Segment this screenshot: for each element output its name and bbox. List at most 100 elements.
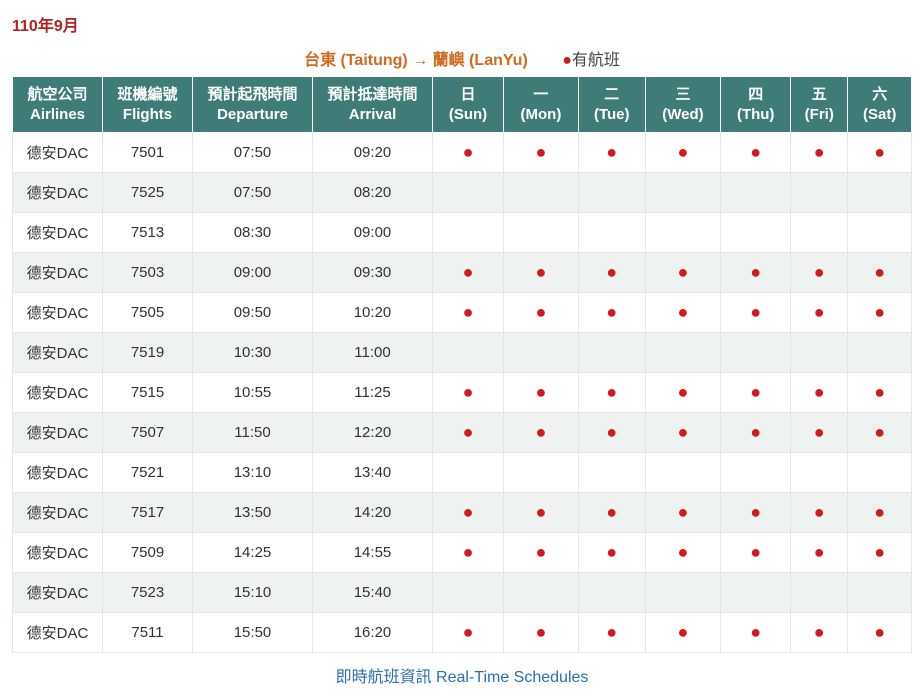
- col-flight: 班機編號 Flights: [103, 77, 193, 133]
- flight-dot-icon: ●: [874, 142, 885, 162]
- cell-day: ●: [645, 413, 721, 453]
- col-day-zh: 二: [604, 86, 619, 103]
- col-day-en: (Wed): [662, 106, 703, 123]
- table-row: 德安DAC751910:3011:00: [13, 333, 912, 373]
- col-airline: 航空公司 Airlines: [13, 77, 103, 133]
- cell-day: [578, 173, 645, 213]
- cell-day: [848, 333, 912, 373]
- flight-dot-icon: ●: [535, 502, 546, 522]
- flight-dot-icon: ●: [678, 302, 689, 322]
- table-row: 德安DAC751713:5014:20●●●●●●●: [13, 493, 912, 533]
- flight-dot-icon: ●: [606, 262, 617, 282]
- cell-day: ●: [791, 133, 848, 173]
- flight-dot-icon: ●: [814, 142, 825, 162]
- cell-day: ●: [645, 493, 721, 533]
- schedule-table: 航空公司 Airlines 班機編號 Flights 預計起飛時間 Depart…: [12, 76, 912, 653]
- cell-day: [645, 213, 721, 253]
- cell-departure: 13:10: [193, 453, 313, 493]
- cell-day: [433, 453, 504, 493]
- cell-departure: 11:50: [193, 413, 313, 453]
- cell-day: ●: [645, 133, 721, 173]
- col-day: 一(Mon): [504, 77, 579, 133]
- cell-day: ●: [791, 253, 848, 293]
- cell-day: ●: [433, 613, 504, 653]
- cell-day: ●: [645, 253, 721, 293]
- cell-day: ●: [578, 373, 645, 413]
- cell-day: ●: [504, 413, 579, 453]
- col-airline-en: Airlines: [30, 106, 85, 123]
- col-day-en: (Thu): [737, 106, 774, 123]
- cell-arrival: 09:30: [313, 253, 433, 293]
- flight-dot-icon: ●: [463, 142, 474, 162]
- cell-arrival: 08:20: [313, 173, 433, 213]
- flight-dot-icon: ●: [463, 382, 474, 402]
- cell-day: [504, 333, 579, 373]
- cell-airline: 德安DAC: [13, 333, 103, 373]
- cell-flight: 7517: [103, 493, 193, 533]
- cell-day: [791, 453, 848, 493]
- cell-day: [848, 213, 912, 253]
- flight-dot-icon: ●: [535, 622, 546, 642]
- flight-dot-icon: ●: [678, 262, 689, 282]
- flight-dot-icon: ●: [750, 142, 761, 162]
- cell-day: ●: [578, 253, 645, 293]
- route-to: 蘭嶼 (LanYu): [433, 52, 528, 69]
- flight-dot-icon: ●: [678, 542, 689, 562]
- cell-day: ●: [721, 613, 791, 653]
- flight-dot-icon: ●: [750, 382, 761, 402]
- cell-day: ●: [645, 293, 721, 333]
- cell-day: [791, 213, 848, 253]
- cell-flight: 7513: [103, 213, 193, 253]
- footer-link-text: 即時航班資訊 Real-Time Schedules: [336, 669, 589, 686]
- flight-dot-icon: ●: [814, 542, 825, 562]
- cell-arrival: 15:40: [313, 573, 433, 613]
- legend-dot-icon: ●: [562, 52, 572, 69]
- cell-day: [578, 453, 645, 493]
- col-day-zh: 日: [461, 86, 476, 103]
- cell-day: [645, 333, 721, 373]
- cell-day: ●: [578, 293, 645, 333]
- cell-day: [504, 213, 579, 253]
- flight-dot-icon: ●: [535, 142, 546, 162]
- cell-departure: 15:10: [193, 573, 313, 613]
- col-day: 六(Sat): [848, 77, 912, 133]
- flight-dot-icon: ●: [678, 142, 689, 162]
- cell-day: [504, 173, 579, 213]
- cell-day: ●: [645, 533, 721, 573]
- cell-day: [645, 173, 721, 213]
- cell-day: [721, 173, 791, 213]
- cell-day: ●: [848, 133, 912, 173]
- flight-dot-icon: ●: [535, 262, 546, 282]
- flight-dot-icon: ●: [463, 422, 474, 442]
- cell-day: ●: [791, 533, 848, 573]
- flight-dot-icon: ●: [750, 262, 761, 282]
- flight-dot-icon: ●: [606, 542, 617, 562]
- cell-arrival: 11:25: [313, 373, 433, 413]
- table-row: 德安DAC752113:1013:40: [13, 453, 912, 493]
- cell-flight: 7521: [103, 453, 193, 493]
- cell-departure: 10:55: [193, 373, 313, 413]
- cell-day: [645, 573, 721, 613]
- col-arrival: 預計抵達時間 Arrival: [313, 77, 433, 133]
- col-day-zh: 一: [533, 86, 548, 103]
- cell-arrival: 10:20: [313, 293, 433, 333]
- cell-airline: 德安DAC: [13, 413, 103, 453]
- cell-day: [578, 333, 645, 373]
- cell-airline: 德安DAC: [13, 213, 103, 253]
- footer-link[interactable]: 即時航班資訊 Real-Time Schedules: [12, 663, 912, 687]
- route-from: 台東 (Taitung): [304, 52, 408, 69]
- cell-arrival: 14:55: [313, 533, 433, 573]
- cell-day: [848, 573, 912, 613]
- flight-dot-icon: ●: [874, 622, 885, 642]
- cell-day: ●: [791, 293, 848, 333]
- col-day-en: (Fri): [805, 106, 834, 123]
- flight-dot-icon: ●: [814, 302, 825, 322]
- flight-dot-icon: ●: [750, 502, 761, 522]
- col-dep-en: Departure: [217, 106, 288, 123]
- flight-dot-icon: ●: [606, 142, 617, 162]
- col-day-zh: 四: [748, 86, 763, 103]
- route-arrow: →: [412, 52, 428, 69]
- flight-dot-icon: ●: [874, 422, 885, 442]
- flight-dot-icon: ●: [678, 422, 689, 442]
- cell-day: ●: [433, 493, 504, 533]
